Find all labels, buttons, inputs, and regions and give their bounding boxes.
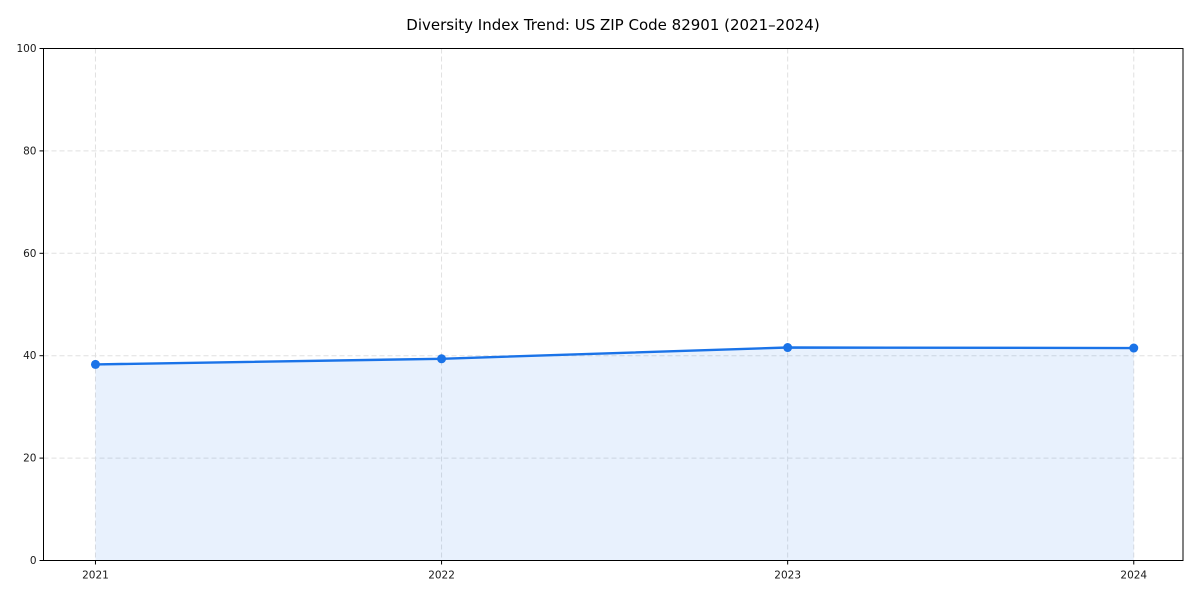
area-fill [95, 347, 1134, 561]
plot-border [43, 48, 1184, 561]
y-tick-label-80: 80 [23, 145, 36, 157]
trend-line [94, 346, 1135, 366]
y-tick-label-60: 60 [23, 248, 36, 260]
data-point-2022 [437, 354, 447, 364]
x-tick-label-2022: 2022 [428, 570, 455, 582]
y-tick-label-100: 100 [16, 43, 36, 55]
y-tick-label-40: 40 [23, 350, 36, 362]
x-tick-label-2023: 2023 [774, 570, 801, 582]
x-tick-label-2024: 2024 [1120, 570, 1147, 582]
data-point-2024 [1129, 343, 1139, 353]
x-tick-label-2021: 2021 [82, 570, 109, 582]
data-point-2021 [90, 359, 100, 369]
chart-title: Diversity Index Trend: US ZIP Code 82901… [406, 16, 820, 34]
data-point-2023 [783, 343, 793, 353]
y-tick-label-20: 20 [23, 453, 36, 465]
y-tick-label-0: 0 [30, 555, 37, 567]
